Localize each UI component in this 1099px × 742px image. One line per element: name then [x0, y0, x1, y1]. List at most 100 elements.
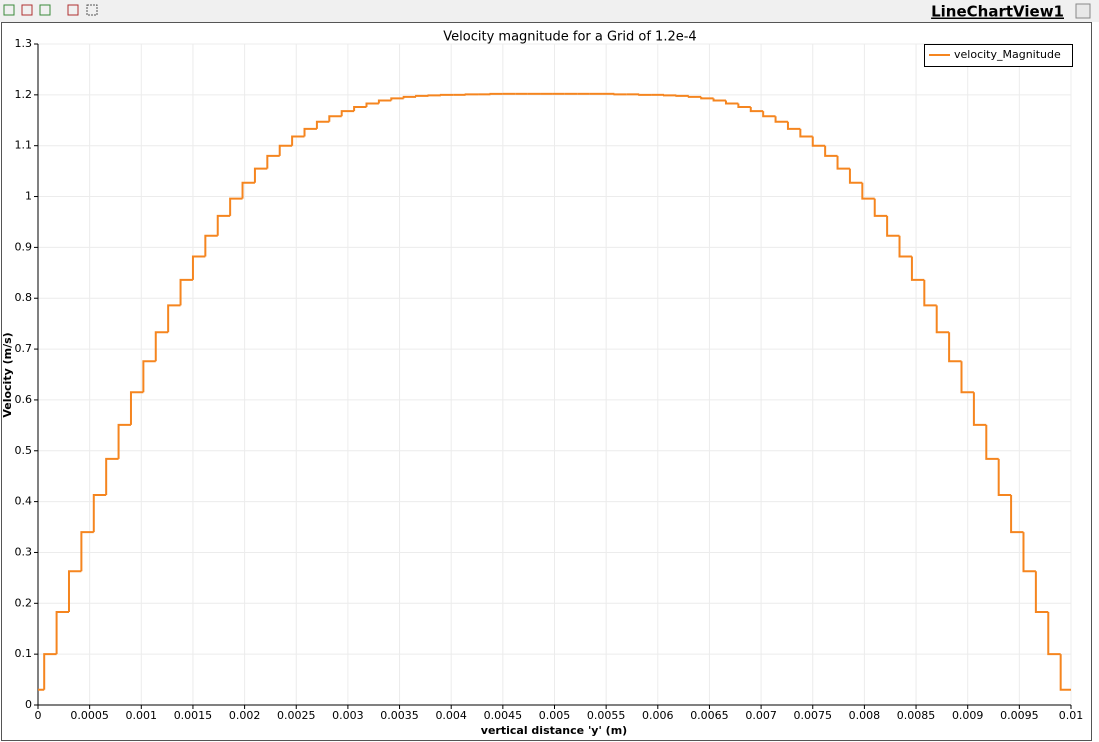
- step-segment: [328, 115, 342, 122]
- step-segment: [67, 570, 82, 612]
- step-segment: [960, 361, 974, 394]
- restore-button[interactable]: [1075, 3, 1091, 19]
- x-tick-label: 0: [35, 709, 42, 722]
- step-segment: [191, 255, 206, 280]
- chart-frame: [1, 22, 1092, 741]
- tool-icon[interactable]: [39, 4, 51, 16]
- y-tick-label: 1.3: [15, 37, 33, 50]
- step-segment: [105, 457, 119, 496]
- y-axis-label: Velocity (m/s): [1, 332, 14, 417]
- tool-icon[interactable]: [86, 4, 98, 16]
- step-segment: [935, 305, 950, 334]
- y-tick-label: 0.3: [15, 545, 33, 558]
- y-tick-label: 1: [25, 190, 32, 203]
- step-segment: [253, 167, 268, 183]
- step-segment: [749, 107, 764, 113]
- step-segment: [241, 181, 255, 199]
- x-tick-label: 0.002: [229, 709, 261, 722]
- step-segment: [786, 121, 801, 130]
- step-segment: [762, 111, 776, 118]
- step-segment: [923, 279, 937, 307]
- step-segment: [638, 93, 652, 96]
- x-tick-label: 0.0085: [897, 709, 936, 722]
- x-tick-label: 0.0025: [277, 709, 316, 722]
- series-line: [38, 92, 1071, 691]
- x-tick-label: 0.006: [642, 709, 674, 722]
- y-tick-label: 0.6: [15, 393, 33, 406]
- step-segment: [390, 97, 404, 101]
- step-segment: [613, 93, 627, 96]
- x-tick-label: 0.003: [332, 709, 364, 722]
- step-segment: [1010, 495, 1024, 534]
- step-segment: [948, 332, 962, 363]
- step-segment: [204, 234, 218, 257]
- step-segment: [142, 360, 156, 393]
- step-segment: [377, 99, 392, 104]
- x-tick-label: 0.0035: [380, 709, 419, 722]
- x-tick-label: 0.0005: [70, 709, 109, 722]
- y-tick-label: 0.4: [15, 495, 33, 508]
- x-tick-label: 0.0075: [794, 709, 833, 722]
- x-tick-label: 0.004: [435, 709, 467, 722]
- step-segment: [1022, 532, 1036, 573]
- x-tick-label: 0.0095: [1000, 709, 1039, 722]
- step-segment: [824, 145, 838, 157]
- step-segment: [92, 494, 107, 533]
- step-segment: [129, 391, 144, 425]
- x-tick-label: 0.001: [126, 709, 158, 722]
- legend-label: velocity_Magnitude: [954, 48, 1061, 61]
- tool-icon[interactable]: [21, 4, 33, 16]
- step-segment: [167, 304, 181, 333]
- step-segment: [687, 95, 702, 98]
- step-segment: [117, 423, 131, 459]
- step-segment: [464, 93, 479, 96]
- step-segment: [848, 168, 863, 184]
- step-segment: [402, 95, 417, 99]
- toolbar-icons: [3, 4, 98, 16]
- step-segment: [340, 110, 355, 117]
- chart-title: Velocity magnitude for a Grid of 1.2e-4: [443, 30, 696, 45]
- y-tick-label: 0.1: [15, 647, 33, 660]
- step-segment: [303, 127, 317, 137]
- step-segment: [675, 94, 689, 97]
- step-segment: [873, 198, 888, 217]
- step-segment: [861, 182, 875, 200]
- step-segment: [811, 136, 826, 147]
- step-segment: [427, 94, 441, 97]
- step-segment: [985, 424, 999, 460]
- step-segment: [154, 331, 169, 362]
- x-tick-label: 0.0015: [174, 709, 213, 722]
- step-segment: [439, 93, 454, 96]
- view-label: LineChartView1: [931, 3, 1064, 21]
- step-segment: [179, 278, 193, 306]
- step-segment: [700, 96, 714, 100]
- y-tick-label: 0.7: [15, 342, 33, 355]
- x-tick-label: 0.005: [539, 709, 571, 722]
- legend: velocity_Magnitude: [924, 44, 1073, 67]
- step-segment: [1047, 611, 1061, 656]
- y-tick-label: 1.2: [15, 88, 33, 101]
- y-tick-label: 0: [25, 698, 32, 711]
- step-segment: [737, 103, 751, 109]
- step-segment: [886, 215, 900, 237]
- x-tick-label: 0.0045: [484, 709, 523, 722]
- step-segment: [898, 235, 912, 258]
- step-segment: [489, 92, 503, 95]
- step-segment: [662, 94, 677, 97]
- y-tick-label: 0.5: [15, 444, 33, 457]
- step-segment: [80, 531, 94, 572]
- x-tick-label: 0.009: [952, 709, 984, 722]
- x-tick-label: 0.008: [849, 709, 881, 722]
- tool-icon[interactable]: [3, 4, 15, 16]
- step-segment: [724, 100, 739, 105]
- x-tick-label: 0.0065: [690, 709, 729, 722]
- step-segment: [836, 155, 850, 170]
- y-tick-label: 0.2: [15, 596, 33, 609]
- x-tick-label: 0.01: [1059, 709, 1084, 722]
- tool-icon[interactable]: [67, 4, 79, 16]
- step-segment: [712, 98, 726, 102]
- legend-box: [924, 44, 1073, 67]
- step-segment: [353, 106, 367, 112]
